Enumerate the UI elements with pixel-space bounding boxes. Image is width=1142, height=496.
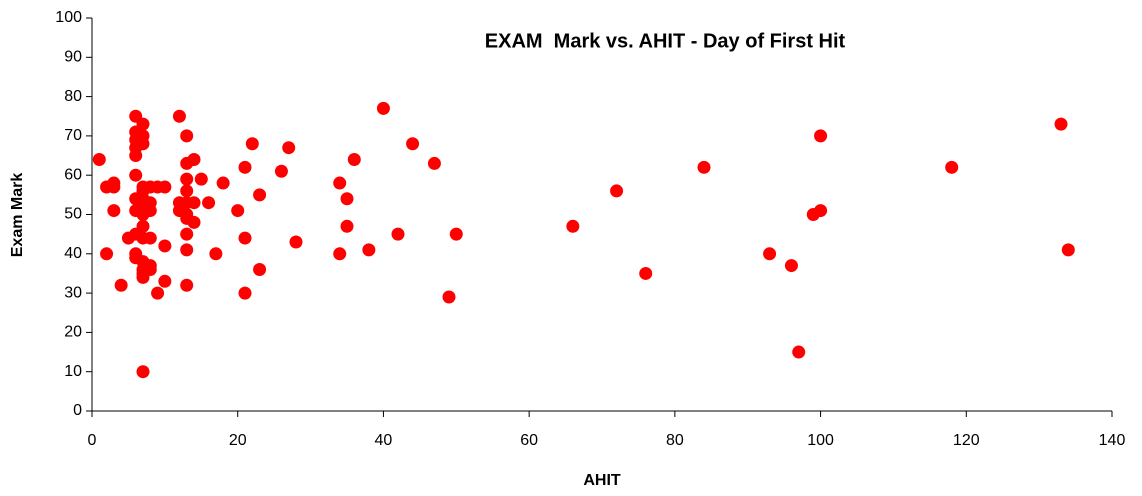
- y-tick-label: 70: [64, 127, 82, 144]
- point: [92, 152, 106, 166]
- point: [449, 227, 463, 241]
- point: [143, 204, 157, 218]
- point: [406, 137, 420, 151]
- point: [253, 188, 267, 202]
- y-tick-label: 100: [55, 9, 82, 26]
- x-tick-label: 40: [375, 432, 393, 449]
- y-tick-label: 40: [64, 245, 82, 262]
- y-tick-label: 50: [64, 206, 82, 223]
- point: [136, 219, 150, 233]
- y-tick-label: 80: [64, 88, 82, 105]
- point: [194, 172, 208, 186]
- y-axis-label: Exam Mark: [9, 173, 26, 258]
- point: [347, 152, 361, 166]
- point: [100, 247, 114, 261]
- point: [340, 219, 354, 233]
- y-tick-label: 90: [64, 49, 82, 66]
- point: [289, 235, 303, 249]
- point: [238, 160, 252, 174]
- point: [238, 286, 252, 300]
- point: [282, 141, 296, 155]
- point: [792, 345, 806, 359]
- chart-title: EXAM Mark vs. AHIT - Day of First Hit: [485, 30, 846, 52]
- x-tick-label: 0: [88, 432, 97, 449]
- point: [129, 149, 143, 163]
- point: [187, 196, 201, 210]
- point: [107, 204, 121, 218]
- point: [391, 227, 405, 241]
- point: [362, 243, 376, 257]
- point: [180, 172, 194, 186]
- x-tick-label: 80: [666, 432, 684, 449]
- point: [172, 109, 186, 123]
- point: [814, 129, 828, 143]
- point: [814, 204, 828, 218]
- point: [442, 290, 456, 304]
- point: [187, 215, 201, 229]
- point: [129, 168, 143, 182]
- point: [610, 184, 624, 198]
- point: [136, 117, 150, 131]
- point: [187, 152, 201, 166]
- point: [136, 137, 150, 151]
- point: [245, 137, 259, 151]
- point: [180, 278, 194, 292]
- point: [107, 180, 121, 194]
- point: [427, 156, 441, 170]
- x-tick-label: 60: [520, 432, 538, 449]
- point: [180, 243, 194, 257]
- point: [180, 129, 194, 143]
- point: [143, 231, 157, 245]
- point: [158, 274, 172, 288]
- y-tick-label: 10: [64, 363, 82, 380]
- point: [114, 278, 128, 292]
- point: [209, 247, 223, 261]
- point: [180, 184, 194, 198]
- point: [151, 286, 165, 300]
- point: [231, 204, 245, 218]
- x-tick-label: 120: [953, 432, 980, 449]
- point: [158, 180, 172, 194]
- y-tick-label: 20: [64, 324, 82, 341]
- point: [238, 231, 252, 245]
- point: [1054, 117, 1068, 131]
- point: [333, 176, 347, 190]
- point: [784, 259, 798, 273]
- point: [945, 160, 959, 174]
- y-tick-label: 60: [64, 166, 82, 183]
- point: [340, 192, 354, 206]
- point: [216, 176, 230, 190]
- point: [143, 263, 157, 277]
- x-tick-label: 140: [1099, 432, 1126, 449]
- point: [763, 247, 777, 261]
- y-tick-label: 0: [73, 402, 82, 419]
- point: [333, 247, 347, 261]
- point: [253, 263, 267, 277]
- point: [376, 101, 390, 115]
- y-tick-label: 30: [64, 284, 82, 301]
- point: [180, 227, 194, 241]
- point: [1061, 243, 1075, 257]
- point: [639, 266, 653, 280]
- point: [274, 164, 288, 178]
- point: [136, 365, 150, 379]
- point: [158, 239, 172, 253]
- point: [202, 196, 216, 210]
- point: [566, 219, 580, 233]
- x-axis-label: AHIT: [583, 472, 621, 489]
- x-tick-label: 100: [807, 432, 834, 449]
- x-tick-label: 20: [229, 432, 247, 449]
- point: [697, 160, 711, 174]
